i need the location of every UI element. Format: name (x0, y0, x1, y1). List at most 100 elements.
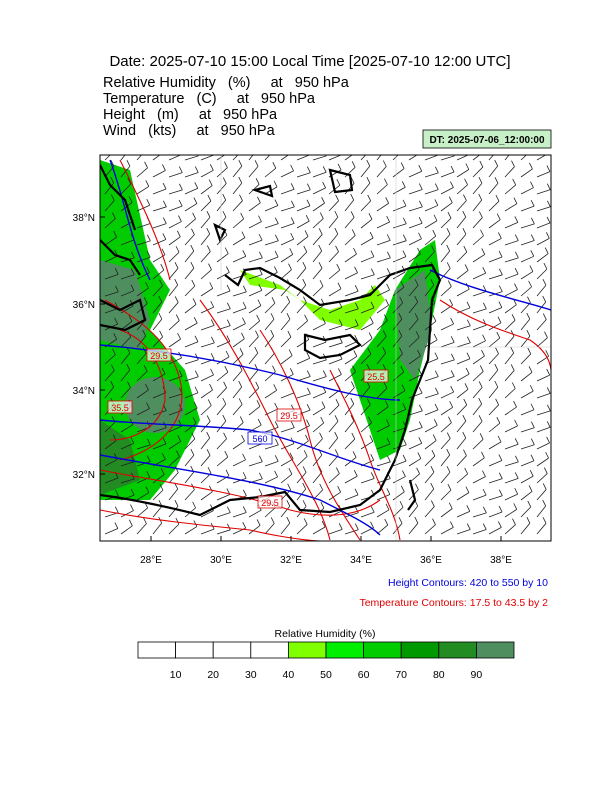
wind-barb (232, 182, 243, 195)
wind-barb (360, 165, 371, 178)
wind-barb (328, 421, 339, 433)
wind-barb (305, 434, 309, 442)
wind-barb (110, 194, 115, 201)
wind-barb (306, 352, 311, 359)
wind-barb (248, 320, 260, 331)
wind-barb (113, 333, 118, 340)
wind-barb (382, 330, 387, 337)
wind-barb (274, 402, 279, 410)
wind-barb (104, 370, 115, 382)
wind-barb (424, 205, 439, 212)
wind-barb (335, 245, 339, 252)
wind-barb (338, 319, 343, 326)
wind-barb (528, 280, 532, 288)
wind-barb (360, 404, 371, 416)
colorbar-label: 60 (358, 669, 370, 681)
wind-barb (432, 518, 436, 525)
wind-barb (273, 180, 278, 188)
wind-barb (448, 196, 453, 203)
wind-barb (168, 284, 179, 297)
wind-barb (240, 212, 245, 220)
wind-barb (360, 478, 375, 484)
wind-barb (312, 285, 324, 297)
wind-barb (456, 216, 467, 229)
wind-barb (242, 301, 247, 309)
coastline (213, 222, 227, 243)
wind-barb (143, 297, 148, 304)
wind-barb (504, 509, 517, 518)
wind-barb (158, 312, 163, 320)
wind-barb (446, 244, 451, 252)
wind-barb (264, 353, 275, 365)
wind-barb (274, 455, 279, 462)
wind-barb (328, 233, 339, 246)
wind-barb (162, 437, 167, 445)
colorbar-label: 80 (433, 669, 445, 681)
wind-barb (255, 381, 260, 389)
wind-barb (392, 223, 407, 229)
wind-barb (463, 449, 467, 456)
wind-barb (495, 194, 500, 202)
wind-barb (504, 461, 519, 467)
wind-barb (542, 517, 547, 524)
wind-barb (432, 229, 437, 237)
wind-barb (216, 387, 227, 399)
colorbar-box (325, 641, 364, 659)
wind-barb (488, 219, 501, 229)
wind-barb (408, 170, 422, 178)
wind-barb (424, 506, 435, 518)
wind-barb (322, 370, 327, 377)
wind-barb (488, 322, 502, 331)
wind-barb (536, 374, 550, 382)
wind-barb (248, 336, 259, 348)
wind-barb (216, 420, 227, 433)
wind-barb (174, 500, 179, 507)
wind-barb (200, 185, 213, 195)
wind-barb (440, 187, 454, 195)
wind-barb (450, 385, 455, 393)
wind-barb (544, 331, 548, 338)
wind-barb (273, 266, 278, 273)
contour-label: 35.5 (111, 403, 129, 413)
wind-barb (456, 200, 467, 212)
wind-barb (350, 397, 355, 405)
lon-label: 34°E (350, 555, 372, 566)
wind-barb (440, 155, 455, 161)
wind-barb (258, 472, 263, 479)
colorbar-box (212, 641, 252, 659)
lat-label: 34°N (73, 386, 95, 397)
wind-barb (322, 166, 327, 173)
wind-barb (222, 414, 227, 422)
wind-barb (296, 267, 307, 280)
wind-barb (152, 489, 164, 501)
wind-barb (270, 313, 275, 320)
wind-barb (437, 155, 439, 156)
wind-barb (256, 400, 261, 407)
wind-barb (192, 417, 197, 424)
wind-barb (184, 250, 195, 263)
wind-barb (514, 283, 518, 290)
wind-barb (498, 505, 503, 513)
wind-barb (530, 438, 535, 445)
wind-barb (376, 273, 391, 280)
wind-barb (504, 222, 518, 229)
wind-barb (222, 397, 227, 405)
wind-barb (226, 302, 231, 309)
wind-barb (184, 267, 195, 280)
wind-barb (546, 421, 551, 428)
wind-barb (520, 444, 535, 450)
wind-barb (481, 248, 486, 255)
wind-barb (275, 438, 279, 446)
wind-barb (307, 387, 311, 395)
lat-label: 38°N (73, 213, 95, 224)
wind-barb (464, 467, 469, 475)
wind-barb (305, 214, 310, 222)
wind-barb (272, 144, 275, 150)
wind-barb (344, 217, 355, 229)
wind-barb (344, 475, 358, 484)
wind-barb (152, 336, 163, 348)
wind-barb (174, 466, 179, 473)
wind-barb (472, 512, 487, 518)
wind-barb (226, 146, 229, 152)
wind-barb (258, 284, 263, 291)
